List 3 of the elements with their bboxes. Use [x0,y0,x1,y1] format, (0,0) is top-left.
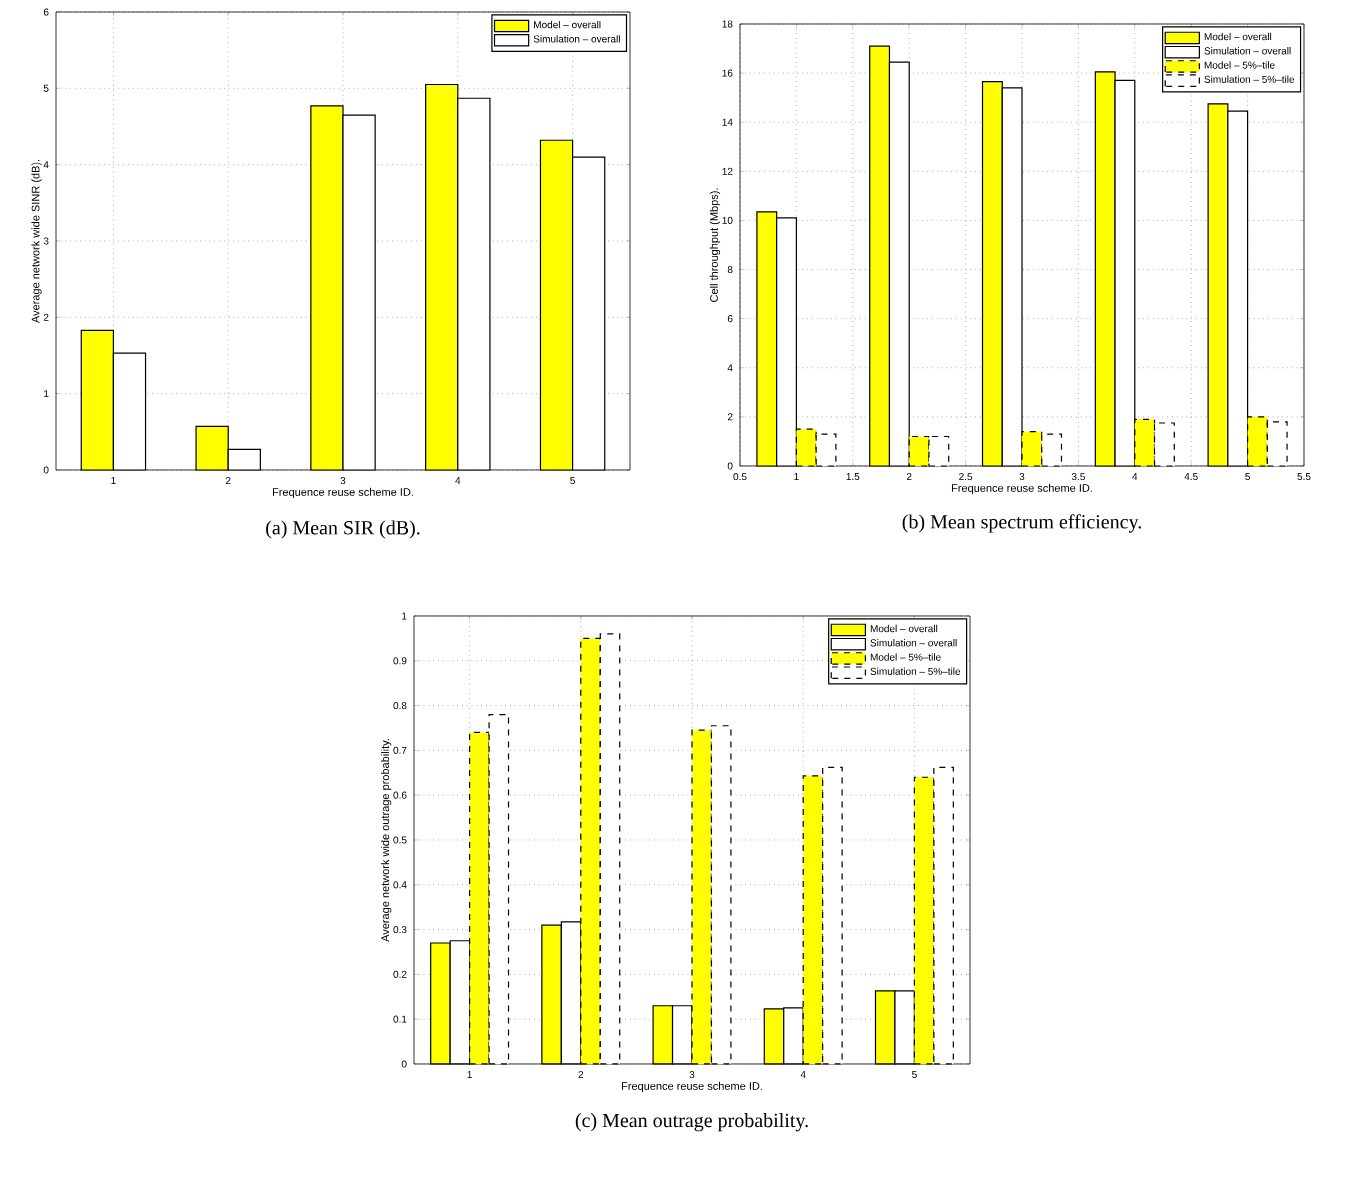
text: (a) Mean SIR (dB). [266,520,420,539]
text: (b) Mean spectrum efficiency. [902,514,1141,533]
text: (c) Mean outrage probability. [575,1113,808,1132]
